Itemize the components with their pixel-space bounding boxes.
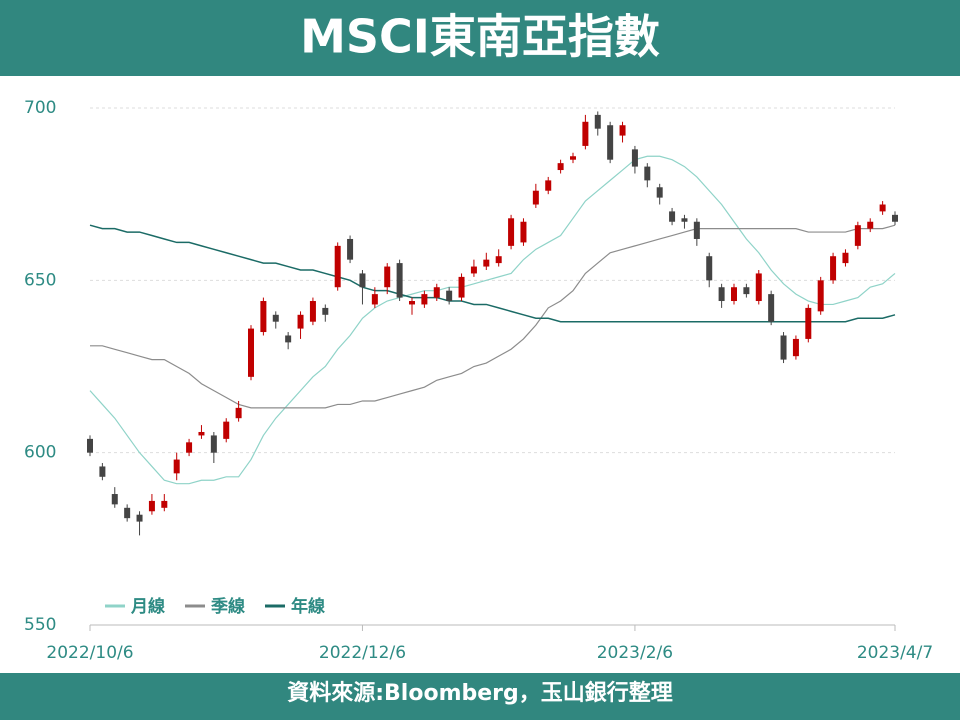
candle-body — [892, 214, 898, 222]
candle-body — [508, 218, 515, 246]
candle-body — [607, 125, 614, 160]
candle-body — [371, 294, 378, 305]
candle-body — [470, 266, 477, 274]
source-band — [0, 673, 960, 720]
y-tick-label: 650 — [24, 270, 56, 290]
moving-average-line — [89, 224, 896, 323]
candle-body — [186, 442, 193, 453]
candle-body — [854, 225, 861, 246]
candle-body — [792, 338, 799, 357]
candle-body — [768, 294, 775, 322]
candle-body — [384, 266, 391, 288]
candle-body — [421, 294, 428, 305]
candle-body — [867, 221, 874, 229]
candle-body — [656, 187, 663, 198]
candle-body — [532, 190, 539, 205]
candle-body — [111, 494, 118, 505]
candle-body — [433, 287, 440, 298]
legend-label: 月線 — [130, 596, 165, 617]
candle-body — [297, 314, 304, 329]
candle-body — [644, 166, 651, 181]
candle-body — [210, 435, 217, 453]
y-tick-label: 600 — [24, 443, 56, 463]
candle-body — [669, 211, 676, 222]
candle-body — [520, 221, 527, 243]
candle-body — [173, 459, 180, 474]
candle-body — [334, 245, 341, 288]
candle-body — [198, 431, 205, 436]
candle-body — [743, 287, 750, 295]
y-tick-label: 700 — [24, 98, 56, 118]
candle-body — [446, 290, 453, 302]
plot: 550 600 650 700 2022/10/6 2022/12/6 2023/2/6 20… — [24, 98, 933, 663]
candle-body — [309, 301, 316, 322]
candle-body — [347, 238, 354, 260]
candle-body — [322, 307, 329, 315]
candle-body — [631, 149, 638, 167]
candle-body — [458, 276, 465, 298]
candle-body — [693, 221, 700, 239]
candle-body — [272, 314, 279, 322]
candle-body — [285, 335, 292, 343]
candle-body — [879, 204, 886, 212]
candle-body — [731, 287, 737, 302]
chart-title: MSCI東南亞指數 — [300, 10, 660, 64]
x-tick-label: 2022/10/6 — [46, 643, 133, 663]
candle-body — [830, 256, 837, 281]
x-tick-label: 2022/12/6 — [319, 643, 406, 663]
candle-body — [594, 114, 601, 129]
candle-body — [223, 421, 230, 439]
x-tick-label: 2023/2/6 — [597, 643, 673, 663]
candle-body — [570, 156, 576, 160]
x-tick-label: 2023/4/7 — [857, 643, 933, 663]
candle-body — [99, 466, 106, 477]
y-tick-label: 550 — [24, 615, 56, 635]
candle-body — [557, 163, 564, 171]
candle-body — [706, 256, 713, 281]
title-band — [0, 0, 960, 76]
candle-body — [136, 514, 143, 522]
candle-body — [718, 287, 725, 302]
candle-body — [260, 301, 267, 333]
candle-body — [87, 438, 93, 453]
candle-body — [842, 252, 849, 264]
candle-body — [755, 273, 762, 302]
candle-body — [545, 180, 552, 191]
moving-average-line — [89, 155, 896, 485]
legend-label: 季線 — [211, 596, 245, 617]
candle-body — [161, 500, 168, 508]
candle-body — [248, 328, 254, 377]
candle-body — [148, 500, 155, 512]
candle-body — [124, 507, 131, 519]
candle-body — [483, 259, 490, 267]
candle-body — [582, 121, 589, 146]
candle-body — [619, 125, 626, 136]
candle-body — [396, 263, 403, 298]
moving-average-line — [90, 224, 896, 409]
candle-body — [681, 218, 688, 222]
candle-body — [780, 335, 787, 360]
source: 資料來源:Bloomberg，玉山銀行整理 — [287, 680, 673, 706]
candle-body — [495, 256, 502, 264]
candle-body — [409, 301, 415, 305]
candle-body — [805, 307, 812, 339]
candle-body — [817, 280, 824, 312]
candle-body — [235, 407, 242, 419]
legend-label: 年線 — [291, 596, 325, 617]
candle-body — [359, 273, 366, 288]
